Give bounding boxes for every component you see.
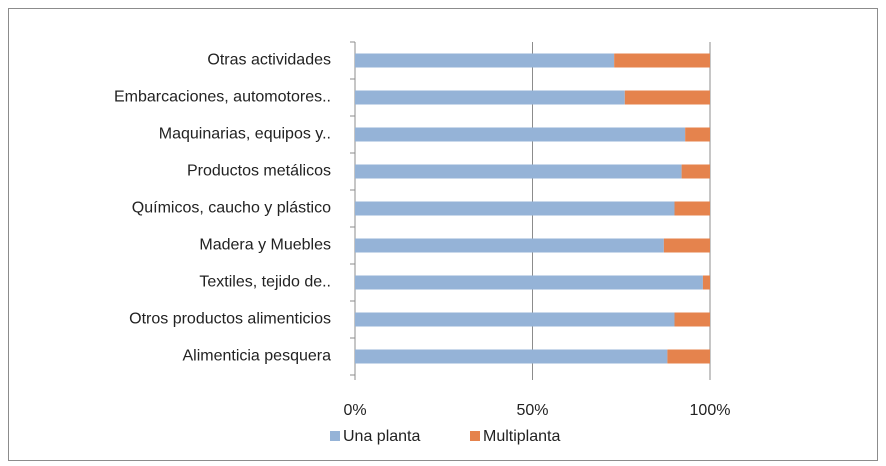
- bar-segment: [674, 312, 710, 327]
- y-tick-label: Otros productos alimenticios: [129, 311, 331, 328]
- bar-segment: [614, 53, 710, 68]
- chart-border: [8, 8, 878, 461]
- legend-swatch: [330, 431, 340, 441]
- bar-segment: [355, 90, 625, 105]
- x-tick-label: 50%: [516, 402, 548, 419]
- legend-label: Una planta: [343, 428, 420, 445]
- bar-segment: [624, 90, 710, 105]
- bar-segment: [355, 164, 682, 179]
- bar-segment: [355, 238, 664, 253]
- bar-segment: [702, 275, 710, 290]
- y-tick-label: Maquinarias, equipos y..: [159, 126, 331, 143]
- bar-segment: [685, 127, 710, 142]
- y-tick-label: Productos metálicos: [187, 163, 331, 180]
- bar-segment: [681, 164, 710, 179]
- bar-segment: [355, 53, 615, 68]
- bar-segment: [355, 349, 668, 364]
- bar-segment: [663, 238, 710, 253]
- bar-segment: [355, 201, 675, 216]
- x-tick-label: 0%: [343, 402, 366, 419]
- bar-segment: [667, 349, 710, 364]
- y-tick-label: Alimenticia pesquera: [182, 348, 331, 365]
- bar-segment: [355, 127, 686, 142]
- x-tick-label: 100%: [690, 402, 731, 419]
- bar-segment: [355, 275, 703, 290]
- legend-swatch: [470, 431, 480, 441]
- bar-segment: [355, 312, 675, 327]
- y-tick-label: Embarcaciones, automotores..: [114, 89, 331, 106]
- legend-label: Multiplanta: [483, 428, 560, 445]
- y-tick-label: Textiles, tejido de..: [199, 274, 331, 291]
- y-tick-label: Químicos, caucho y plástico: [132, 200, 331, 217]
- y-tick-label: Otras actividades: [207, 52, 331, 69]
- bar-segment: [674, 201, 710, 216]
- y-tick-label: Madera y Muebles: [199, 237, 331, 254]
